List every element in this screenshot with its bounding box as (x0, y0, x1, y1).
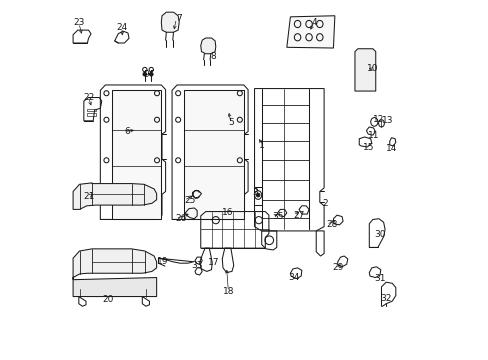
Text: 21: 21 (83, 192, 95, 201)
Text: 6: 6 (124, 127, 130, 136)
Text: 8: 8 (210, 52, 216, 61)
Polygon shape (161, 12, 179, 32)
Text: 9: 9 (143, 70, 149, 79)
Text: 13: 13 (381, 116, 392, 125)
Polygon shape (201, 38, 215, 54)
Polygon shape (73, 249, 156, 280)
Ellipse shape (142, 72, 146, 76)
Text: 4: 4 (311, 18, 317, 27)
Bar (86, 113, 96, 116)
Text: 5: 5 (227, 118, 233, 127)
Text: 10: 10 (366, 64, 378, 73)
Polygon shape (286, 16, 334, 48)
Text: 7: 7 (176, 14, 182, 23)
Text: 31: 31 (373, 274, 385, 283)
Text: 28: 28 (325, 220, 337, 229)
Text: 3: 3 (252, 188, 258, 197)
Text: 1: 1 (258, 141, 264, 150)
Ellipse shape (256, 193, 260, 197)
Text: 17: 17 (208, 258, 219, 267)
Text: 18: 18 (222, 287, 234, 296)
Text: 24: 24 (116, 23, 127, 32)
Text: 30: 30 (373, 230, 385, 239)
Text: 12: 12 (372, 114, 384, 123)
Ellipse shape (149, 72, 153, 76)
Polygon shape (73, 183, 156, 210)
Text: 27: 27 (292, 211, 304, 220)
Text: 35: 35 (272, 212, 284, 221)
Polygon shape (73, 278, 156, 297)
Text: 26: 26 (175, 214, 186, 223)
Text: 20: 20 (102, 294, 113, 303)
Polygon shape (354, 49, 375, 91)
Text: 33: 33 (191, 261, 203, 270)
Polygon shape (183, 90, 244, 220)
Text: 16: 16 (221, 208, 233, 217)
Text: 11: 11 (367, 131, 379, 140)
Text: 19: 19 (157, 257, 168, 266)
Text: 34: 34 (288, 273, 299, 282)
Polygon shape (112, 90, 161, 220)
Text: 14: 14 (385, 144, 396, 153)
Text: 22: 22 (82, 93, 94, 102)
Text: 15: 15 (362, 143, 374, 152)
Text: 23: 23 (73, 18, 84, 27)
Text: 2: 2 (322, 199, 327, 208)
Text: 29: 29 (332, 264, 344, 273)
Text: 32: 32 (380, 294, 391, 303)
Bar (86, 109, 96, 111)
Text: 25: 25 (184, 196, 195, 205)
